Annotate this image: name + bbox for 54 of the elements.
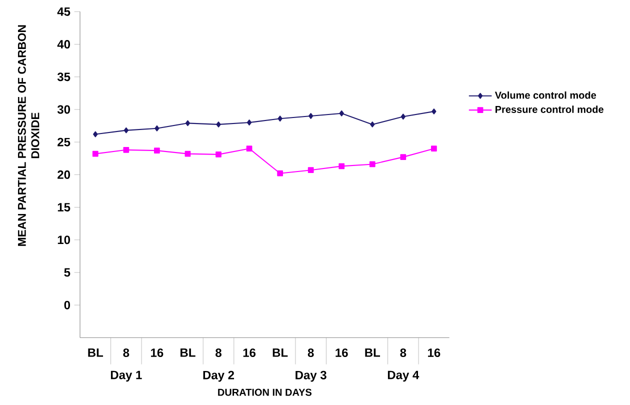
- point: [93, 131, 98, 138]
- y-tick-label: 40: [57, 40, 70, 49]
- point: [154, 148, 160, 154]
- x-tick-label: 8: [308, 348, 314, 358]
- y-tick-label: 10: [58, 236, 70, 244]
- x-tick-label: 16: [336, 348, 348, 358]
- point: [400, 114, 406, 120]
- x-tick-label: 8: [123, 348, 130, 358]
- legend-label: Volume control mode: [494, 91, 596, 99]
- text: Day 3: [296, 370, 326, 382]
- point: [339, 110, 344, 116]
- point: [369, 161, 376, 168]
- point: [432, 108, 436, 114]
- x-tick-label: BL: [88, 348, 104, 357]
- text: Day 2: [203, 370, 234, 382]
- point: [92, 150, 98, 157]
- point: [124, 127, 129, 134]
- x-tick-label: BL: [272, 348, 288, 357]
- x-tick-label: BL: [180, 348, 196, 357]
- point: [216, 152, 222, 158]
- y-tick-label: 0: [64, 300, 70, 310]
- point: [216, 122, 221, 128]
- x-tick-label: BL: [365, 348, 380, 357]
- point: [431, 146, 437, 152]
- point: [338, 163, 345, 170]
- x-axis-title: DURATION IN DAYS: [218, 388, 312, 396]
- x-tick-label: 8: [400, 348, 406, 358]
- y-tick-label: 25: [58, 138, 70, 146]
- point: [308, 167, 314, 174]
- point: [278, 116, 282, 122]
- x-tick-label: 16: [428, 348, 440, 358]
- point: [123, 146, 130, 153]
- x-tick-label: 16: [243, 348, 256, 358]
- y-tick-label: 5: [64, 268, 70, 277]
- y-axis-title: MEAN PARTIAL PRESSURE OF CARBON DIOXIDE: [18, 25, 40, 246]
- y-tick-label: 30: [57, 105, 70, 114]
- y-tick-label: 35: [57, 72, 70, 82]
- y-tick-label: 20: [58, 170, 70, 179]
- point: [184, 150, 191, 157]
- point: [277, 170, 283, 176]
- x-tick-label: 8: [216, 348, 222, 358]
- text: Day 4: [388, 370, 420, 382]
- x-tick-label: 16: [151, 348, 164, 358]
- point: [185, 120, 190, 126]
- y-tick-label: 15: [58, 203, 70, 212]
- point: [400, 154, 406, 160]
- point: [370, 122, 375, 128]
- point: [154, 125, 160, 132]
- point: [246, 146, 252, 152]
- text: Day 1: [110, 370, 142, 382]
- y-tick-label: 45: [57, 7, 70, 16]
- legend-label: Pressure control mode: [496, 106, 604, 113]
- point: [308, 113, 314, 119]
- point: [246, 120, 252, 126]
